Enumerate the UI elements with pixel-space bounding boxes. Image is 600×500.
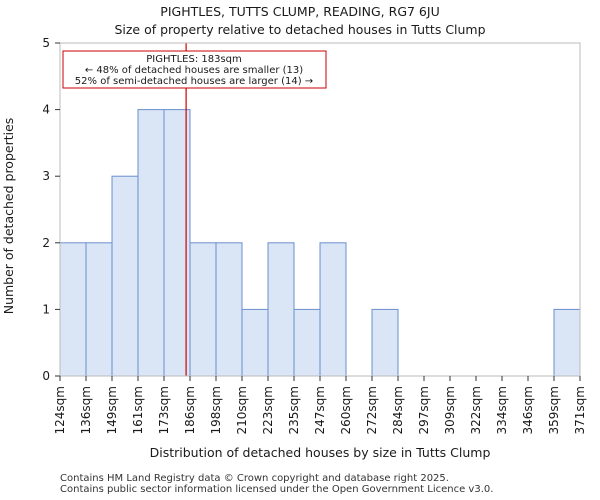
annotation-larger: 52% of semi-detached houses are larger (… [75,76,313,87]
x-tick-label: 334sqm [495,386,509,434]
annotation-box: PIGHTLES: 183sqm ← 48% of detached house… [62,50,327,89]
x-tick-label: 223sqm [261,386,275,434]
chart-subtitle: Size of property relative to detached ho… [114,22,485,37]
x-tick-label: 186sqm [183,386,197,434]
x-tick-label: 161sqm [131,386,145,434]
x-tick-label: 359sqm [547,386,561,434]
y-tick-label: 4 [42,103,50,117]
y-tick-label: 5 [42,36,50,50]
footer-credit-line1: Contains HM Land Registry data © Crown c… [60,473,449,484]
x-axis-label: Distribution of detached houses by size … [150,445,491,460]
bar-235sqm [293,308,321,377]
x-tick-label: 371sqm [573,386,587,434]
x-axis: 124sqm 136sqm 149sqm 161sqm 173sqm 186sqm 198s… [53,376,587,434]
annotation-frame [62,50,327,89]
bars-group [59,109,581,377]
x-tick-label: 173sqm [157,386,171,434]
bar-247sqm [319,242,347,377]
x-tick-label: 235sqm [287,386,301,434]
x-tick-label: 198sqm [209,386,223,434]
x-tick-label: 124sqm [53,386,67,434]
chart-title: PIGHTLES, TUTTS CLUMP, READING, RG7 6JU [160,4,439,19]
x-tick-label: 297sqm [417,386,431,434]
bar-223sqm [267,242,295,377]
bar-210sqm [241,308,269,377]
bar-124sqm [59,242,87,377]
y-tick-label: 1 [42,302,50,316]
x-tick-label: 149sqm [105,386,119,434]
bar-149sqm [111,175,139,377]
annotation-smaller: ← 48% of detached houses are smaller (13… [85,65,303,76]
annotation-title: PIGHTLES: 183sqm [146,54,242,65]
bar-136sqm [85,242,113,377]
x-tick-label: 260sqm [339,386,353,434]
footer-credit-line2: Contains public sector information licen… [60,484,494,495]
bar-272sqm [371,308,399,377]
bar-359sqm [553,308,581,377]
y-axis-label: Number of detached properties [1,118,16,315]
x-tick-label: 346sqm [521,386,535,434]
y-tick-label: 3 [42,169,50,183]
bar-198sqm [215,242,243,377]
x-tick-label: 136sqm [79,386,93,434]
x-tick-label: 284sqm [391,386,405,434]
x-tick-label: 210sqm [235,386,249,434]
y-tick-label: 2 [42,236,50,250]
x-tick-label: 247sqm [313,386,327,434]
x-tick-label: 309sqm [443,386,457,434]
x-tick-label: 272sqm [365,386,379,434]
bar-161sqm [137,109,165,377]
x-tick-label: 322sqm [469,386,483,434]
y-axis: 0 1 2 3 4 5 [42,36,60,383]
bar-186sqm [189,242,217,377]
y-tick-label: 0 [42,369,50,383]
